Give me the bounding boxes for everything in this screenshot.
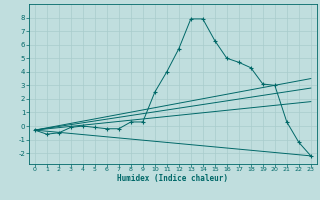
X-axis label: Humidex (Indice chaleur): Humidex (Indice chaleur): [117, 174, 228, 183]
